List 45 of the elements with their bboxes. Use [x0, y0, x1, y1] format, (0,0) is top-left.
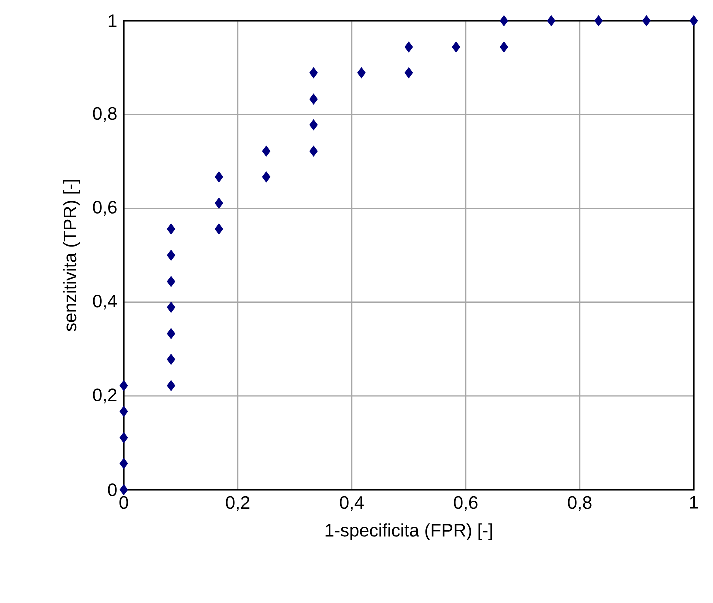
x-tick-label: 0,4: [340, 496, 364, 512]
point: [262, 172, 271, 183]
point: [120, 432, 128, 444]
x-tick-label: 0,8: [568, 496, 592, 512]
point: [642, 16, 651, 26]
point: [120, 380, 128, 392]
point: [120, 406, 128, 418]
x-axis-title: 1-specificita (FPR) [-]: [326, 524, 492, 540]
point: [500, 42, 508, 53]
point: [452, 42, 460, 53]
point: [310, 68, 318, 78]
point: [690, 16, 698, 26]
x-tick-label: 0: [120, 496, 128, 510]
point: [120, 458, 128, 470]
point: [120, 484, 128, 496]
point: [594, 16, 603, 26]
point: [167, 328, 176, 340]
y-tick-label: 0: [108, 484, 117, 496]
point: [358, 68, 366, 78]
point: [404, 42, 414, 53]
point: [215, 224, 224, 235]
y-tick-label: 0,4: [93, 294, 118, 310]
y-axis-title: senzitivita (TPR) [-]: [63, 180, 80, 332]
point: [167, 250, 176, 261]
y-tick-label: 0,2: [93, 388, 117, 404]
point: [262, 146, 271, 157]
point: [167, 380, 176, 392]
point: [404, 68, 414, 78]
point: [167, 302, 176, 313]
x-tick-label: 0,6: [454, 496, 478, 512]
point: [167, 224, 176, 235]
y-tick-label: 1: [108, 14, 117, 28]
x-tick-label: 0,2: [226, 496, 250, 512]
point: [215, 198, 224, 209]
point: [310, 146, 318, 157]
point: [547, 16, 556, 26]
point: [215, 172, 224, 183]
point: [167, 276, 176, 288]
point: [310, 94, 318, 105]
point: [310, 120, 318, 131]
x-tick-label: 1: [690, 496, 698, 509]
point: [167, 354, 176, 366]
y-tick-label: 0,6: [93, 201, 117, 216]
point: [500, 16, 508, 26]
y-tick-label: 0,8: [93, 107, 117, 122]
